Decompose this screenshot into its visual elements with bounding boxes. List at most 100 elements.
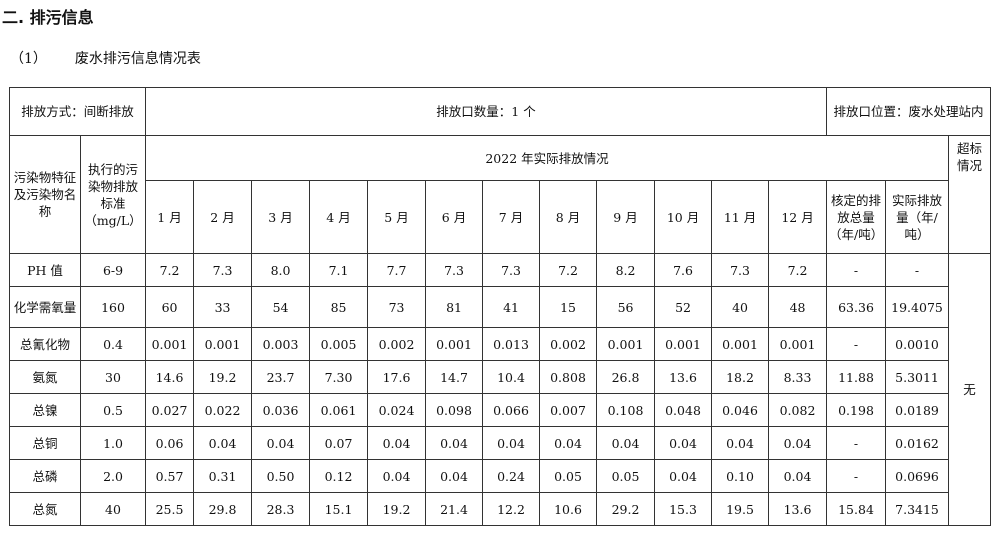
month-value: 0.57 [145,459,195,493]
discharge-mode: 排放方式：间断排放 [8,87,147,136]
approved-total: - [826,253,887,287]
month-value: 15.1 [309,492,369,526]
month-value: 0.04 [654,426,713,460]
month-value: 0.024 [367,393,427,427]
month-value: 8.2 [596,253,656,287]
subsection-text: 废水排污信息情况表 [74,51,201,67]
month-value: 40 [711,286,770,328]
header-month: 1 月 [145,180,195,254]
month-value: 0.036 [251,393,311,427]
header-month: 11 月 [711,180,770,254]
subsection-index: （1） [10,51,47,67]
outlet-count: 排放口数量：1 个 [145,87,828,136]
month-value: 0.001 [596,327,656,361]
table-row: 总磷 2.0 0.57 0.31 0.50 0.12 0.04 0.04 0.24 0.05 0.0… [9,459,991,493]
actual-total: - [885,253,950,287]
month-value: 0.066 [482,393,541,427]
table-row: PH 值 6-9 7.2 7.3 8.0 7.1 7.7 7.3 7.3 7.2 8.2 7.6 7.3… [9,253,992,526]
table-row: 总氮 40 25.5 29.8 28.3 15.1 19.2 21.4 12.2 10.6 29.2… [9,492,991,526]
actual-total: 5.3011 [885,360,950,394]
approved-total: 15.84 [826,492,887,526]
month-value: 0.06 [145,426,195,460]
month-value: 0.10 [711,459,770,493]
table-row: 氨氮 30 14.6 19.2 23.7 7.30 17.6 14.7 10.4 0.808 26.… [9,360,991,394]
month-value: 0.001 [768,327,828,361]
month-value: 52 [654,286,713,328]
month-value: 28.3 [251,492,311,526]
month-value: 7.7 [367,253,427,287]
approved-total: 11.88 [826,360,887,394]
month-value: 73 [367,286,427,328]
month-value: 0.05 [596,459,656,493]
month-value: 0.001 [711,327,770,361]
month-value: 0.04 [711,426,770,460]
month-value: 0.003 [251,327,311,361]
month-value: 0.002 [367,327,427,361]
standard-value: 40 [79,492,147,526]
standard-value: 0.5 [79,393,147,427]
month-value: 0.04 [539,426,598,460]
standard-value: 6-9 [79,253,147,287]
pollutant-name: 化学需氧量 [9,286,81,328]
month-value: 29.8 [193,492,253,526]
month-value: 0.001 [145,327,195,361]
standard-value: 2.0 [79,459,147,493]
month-value: 0.04 [768,426,828,460]
month-value: 7.3 [193,253,253,287]
month-value: 18.2 [711,360,770,394]
outlet-location: 排放口位置：废水处理站内 [826,87,992,136]
month-value: 0.04 [425,426,484,460]
month-value: 0.04 [367,426,427,460]
month-value: 29.2 [596,492,656,526]
month-value: 19.5 [711,492,770,526]
month-value: 0.04 [193,426,253,460]
month-value: 19.2 [193,360,253,394]
month-value: 15.3 [654,492,713,526]
header-actual: 实际排放量（年/吨） [885,180,950,254]
month-value: 7.3 [482,253,541,287]
header-month: 2 月 [193,180,253,254]
month-value: 81 [425,286,484,328]
month-value: 0.808 [539,360,598,394]
month-value: 0.07 [309,426,369,460]
standard-value: 30 [79,360,147,394]
month-value: 7.2 [539,253,598,287]
month-value: 7.2 [145,253,195,287]
month-value: 7.3 [711,253,770,287]
month-value: 0.001 [425,327,484,361]
approved-total: - [826,426,887,460]
month-value: 14.6 [145,360,195,394]
month-value: 19.2 [367,492,427,526]
table-row: 化学需氧量 160 60 33 54 85 73 81 41 15 56 52 40 48 63.36 19.… [9,286,991,328]
month-value: 26.8 [596,360,656,394]
month-value: 14.7 [425,360,484,394]
month-value: 13.6 [654,360,713,394]
header-month: 5 月 [367,180,427,254]
subsection-title: （1） 废水排污信息情况表 [10,48,229,68]
section-title: 二. 排污信息 [2,8,94,27]
month-value: 0.013 [482,327,541,361]
header-standard: 执行的污染物排放标准（mg/L） [79,135,147,254]
header-month: 4 月 [309,180,369,254]
header-year: 2022 年实际排放情况 [145,135,950,181]
pollutant-name: 总氰化物 [9,327,81,361]
actual-total: 0.0010 [885,327,950,361]
month-value: 48 [768,286,828,328]
pollutant-name: 总铜 [9,426,81,460]
actual-total: 0.0696 [885,459,950,493]
month-value: 54 [251,286,311,328]
month-value: 0.05 [539,459,598,493]
month-value: 0.04 [654,459,713,493]
month-value: 0.04 [251,426,311,460]
month-value: 0.098 [425,393,484,427]
month-value: 0.048 [654,393,713,427]
header-exceed: 超标情况 [948,135,992,254]
month-value: 0.04 [367,459,427,493]
month-value: 0.005 [309,327,369,361]
header-pollutant: 污染物特征及污染物名称 [9,135,81,254]
month-value: 0.022 [193,393,253,427]
approved-total: 63.36 [826,286,887,328]
header-month: 9 月 [596,180,656,254]
header-month: 3 月 [251,180,311,254]
month-value: 0.027 [145,393,195,427]
